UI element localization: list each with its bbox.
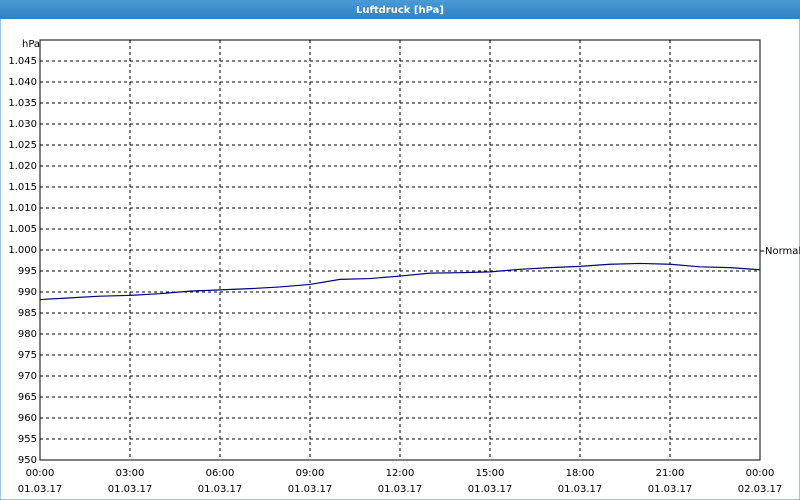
x-tick-label: 00:00 <box>746 468 775 479</box>
y-tick-label: 1.040 <box>8 77 37 88</box>
y-tick-label: 975 <box>18 350 37 361</box>
y-tick-label: 985 <box>18 308 37 319</box>
x-tick-label: 00:00 <box>26 468 55 479</box>
x-tick-date: 02.03.17 <box>738 484 783 495</box>
x-tick-date: 01.03.17 <box>648 484 693 495</box>
y-tick-label: 1.000 <box>8 245 37 256</box>
y-tick-label: 1.010 <box>8 203 37 214</box>
y-tick-label: 1.030 <box>8 119 37 130</box>
y-tick-label: 995 <box>18 266 37 277</box>
y-tick-label: 955 <box>18 434 37 445</box>
x-tick-date: 01.03.17 <box>558 484 603 495</box>
plot-area <box>39 39 761 461</box>
y-tick-label: 970 <box>18 371 37 382</box>
y-tick-label: 960 <box>18 413 37 424</box>
y-tick-label: 965 <box>18 392 37 403</box>
y-tick-label: 1.035 <box>8 98 37 109</box>
y-tick-label: 1.020 <box>8 161 37 172</box>
x-tick-label: 09:00 <box>296 468 325 479</box>
x-tick-date: 01.03.17 <box>18 484 63 495</box>
x-tick-label: 12:00 <box>386 468 415 479</box>
y-tick-label: 980 <box>18 329 37 340</box>
x-tick-date: 01.03.17 <box>378 484 423 495</box>
x-tick-label: 21:00 <box>656 468 685 479</box>
title-bar <box>0 0 800 19</box>
x-tick-date: 01.03.17 <box>468 484 513 495</box>
y-tick-label: 1.005 <box>8 224 37 235</box>
x-tick-label: 03:00 <box>116 468 145 479</box>
x-tick-label: 06:00 <box>206 468 235 479</box>
y-tick-label: 990 <box>18 287 37 298</box>
x-tick-label: 15:00 <box>476 468 505 479</box>
x-tick-date: 01.03.17 <box>198 484 243 495</box>
x-tick-date: 01.03.17 <box>108 484 153 495</box>
x-tick-label: 18:00 <box>566 468 595 479</box>
y-tick-label: 1.025 <box>8 140 37 151</box>
y-tick-label: 950 <box>18 455 37 466</box>
y-tick-label: 1.015 <box>8 182 37 193</box>
y-axis-label: hPa <box>22 39 40 50</box>
y-tick-label: 1.045 <box>8 56 37 67</box>
legend-label: Normal <box>765 246 800 257</box>
chart-title: Luftdruck [hPa] <box>356 5 444 16</box>
x-tick-date: 01.03.17 <box>288 484 333 495</box>
data-line <box>39 262 761 301</box>
